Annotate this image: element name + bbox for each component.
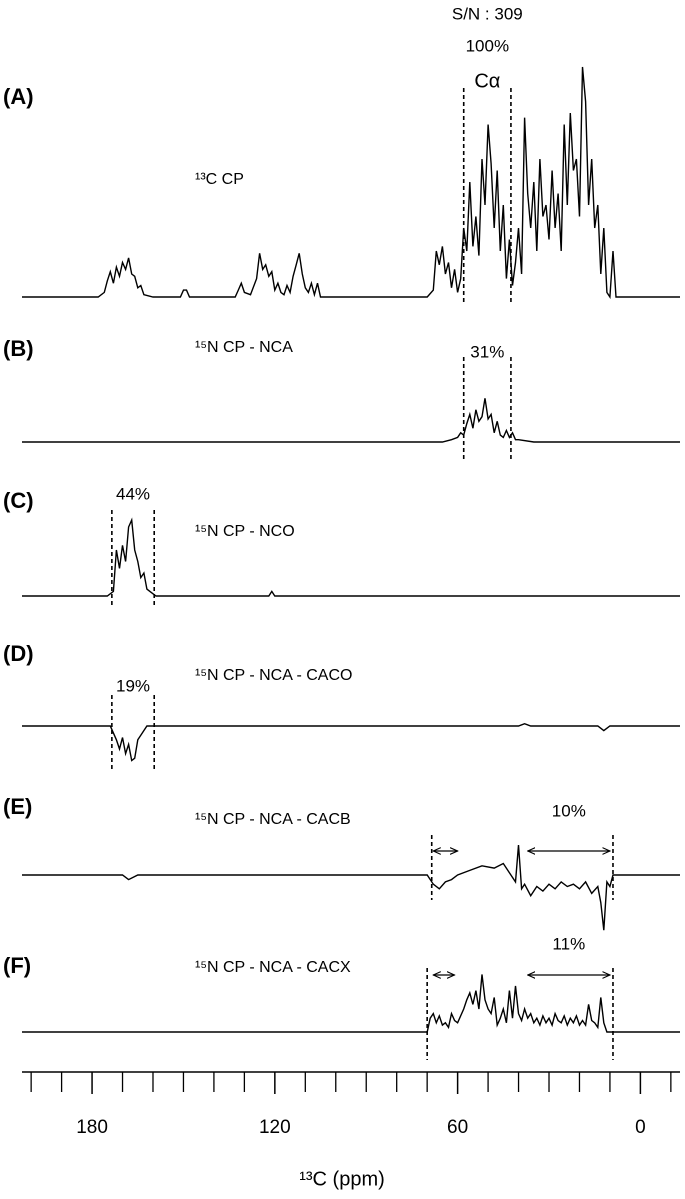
x-tick-label: 0	[635, 1117, 646, 1138]
percent-label: 19%	[116, 676, 150, 695]
spectrum-line	[22, 398, 680, 443]
panel-label: (F)	[3, 953, 31, 978]
spectrum-line	[22, 974, 680, 1033]
spectrum-name: ¹⁵N CP - NCA - CACX	[195, 959, 351, 976]
x-axis-label: ¹³C (ppm)	[299, 1168, 385, 1190]
spectrum-line	[22, 845, 680, 931]
spectrum-name: ¹³C CP	[195, 171, 244, 188]
percent-label: 31%	[470, 342, 504, 361]
panel-label: (E)	[3, 794, 32, 819]
x-tick-label: 180	[76, 1117, 108, 1138]
percent-label: 11%	[552, 934, 585, 953]
percent-label: 44%	[116, 484, 150, 503]
annotation: S/N : 309	[452, 4, 523, 23]
panel-label: (C)	[3, 488, 34, 513]
x-tick-label: 60	[447, 1117, 468, 1138]
spectrum-name: ¹⁵N CP - NCO	[195, 523, 295, 540]
spectrum-line	[22, 517, 680, 597]
percent-label: 10%	[552, 801, 586, 820]
panel-label: (B)	[3, 336, 34, 361]
spectrum-line	[22, 66, 680, 300]
spectrum-name: ¹⁵N CP - NCA - CACO	[195, 667, 352, 684]
panel-label: (D)	[3, 641, 34, 666]
annotation: Cα	[474, 70, 500, 92]
spectrum-name: ¹⁵N CP - NCA	[195, 339, 293, 356]
panel-label: (A)	[3, 84, 34, 109]
spectrum-name: ¹⁵N CP - NCA - CACB	[195, 811, 351, 828]
percent-label: 100%	[466, 36, 509, 55]
x-tick-label: 120	[259, 1117, 291, 1138]
spectrum-line	[22, 722, 680, 762]
